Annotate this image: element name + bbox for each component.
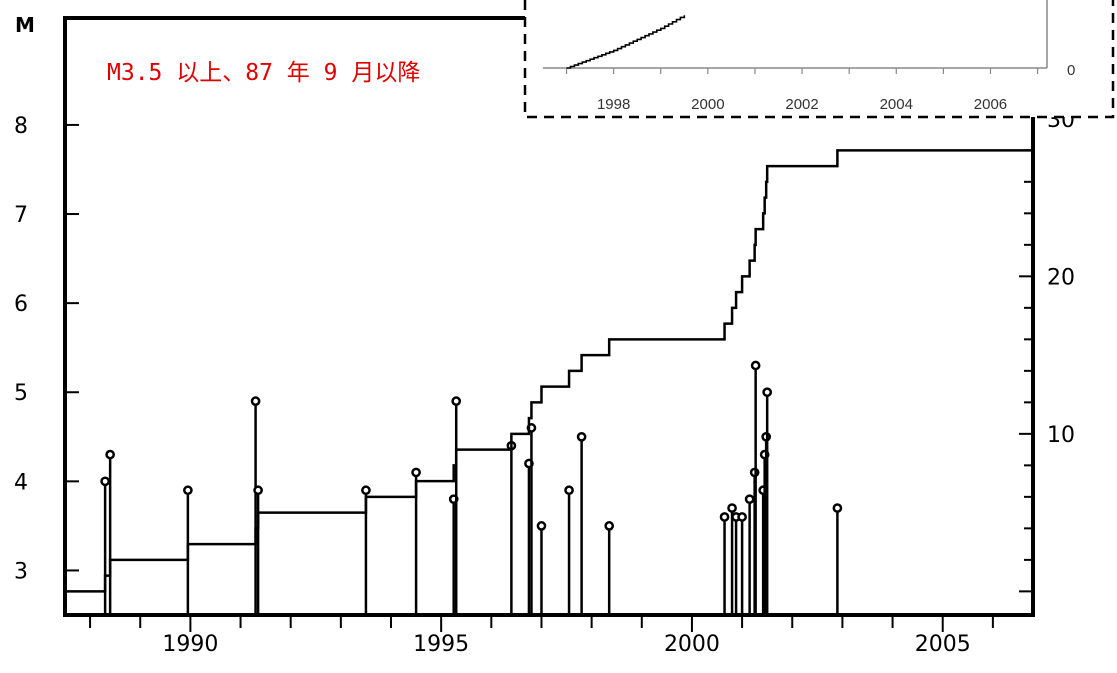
stem-point (451, 396, 462, 406)
x-tick-label: 2005 (915, 632, 971, 657)
x-tick-label: 1990 (162, 632, 218, 657)
chart-annotation: M3.5 以上、87 年 9 月以降 (107, 60, 420, 86)
cumulative-step-line (65, 149, 1033, 593)
inset-x-tick-label: 2000 (691, 96, 724, 113)
y-axis-left-title: M (15, 13, 35, 37)
y-tick-label-left: 7 (14, 203, 28, 228)
stem-point (576, 431, 587, 442)
y-tick-label-left: 3 (14, 559, 28, 584)
inset-x-tick-label: 2004 (880, 96, 913, 113)
stem-point (762, 387, 773, 398)
cumulative-count-series (65, 149, 1033, 593)
stem-point (105, 449, 115, 460)
stem-point (727, 503, 737, 513)
inset-x-tick-label: 2002 (785, 96, 818, 113)
inset-cumulative-series (566, 15, 686, 69)
stem-point (737, 512, 747, 522)
y-tick-label-left: 6 (14, 292, 28, 317)
inset-chart: 1998 2000 2002 2004 2006 0 (523, 0, 1115, 119)
y-tick-label-left: 5 (14, 381, 28, 406)
y-tick-label-right: 20 (1047, 265, 1075, 290)
x-tick-label: 2000 (664, 632, 720, 657)
stem-point (253, 485, 263, 496)
y-tick-label-right: 10 (1047, 423, 1075, 448)
stem-point (744, 494, 755, 505)
inset-y-tick-label: 0 (1067, 62, 1075, 79)
stem-point (250, 396, 261, 406)
stem-point (183, 485, 193, 496)
stem-point (719, 512, 730, 522)
inset-x-tick-label: 2006 (974, 96, 1007, 113)
stem-point (100, 476, 110, 487)
inset-x-tick-label: 1998 (597, 96, 630, 113)
y-axis-left: 3 4 5 6 7 8 (14, 114, 79, 584)
y-tick-label-left: 8 (14, 114, 28, 139)
stem-point (564, 485, 574, 496)
inset-background (525, 0, 1115, 117)
y-tick-label-left: 4 (14, 470, 28, 495)
stem-point (536, 521, 547, 531)
x-axis: 1990 1995 2000 2005 (89, 615, 994, 657)
stem-point (361, 485, 371, 496)
stem-point (832, 503, 843, 513)
stem-point (750, 360, 761, 371)
stem-point (411, 467, 421, 478)
x-tick-label: 1995 (413, 632, 469, 657)
stem-point (604, 521, 615, 531)
inset-step-line (566, 15, 686, 69)
inset-x-axis: 1998 2000 2002 2004 2006 (565, 68, 1039, 113)
stem-series (100, 360, 843, 615)
inset-border (523, 0, 1115, 119)
